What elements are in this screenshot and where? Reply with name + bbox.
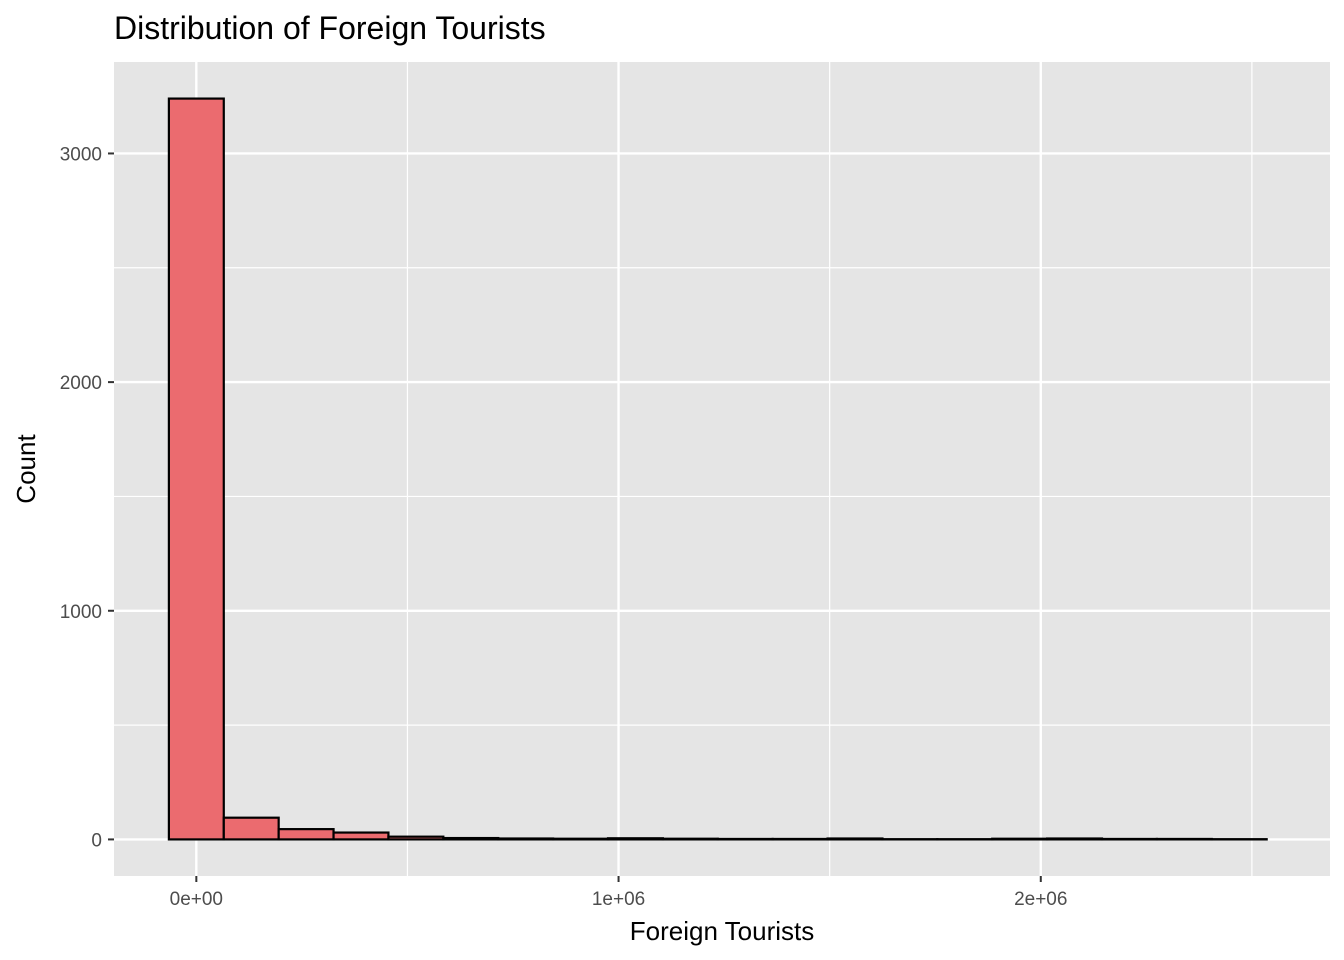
histogram-bar xyxy=(1046,837,1104,841)
y-tick-label: 3000 xyxy=(60,144,102,165)
histogram-bar xyxy=(661,837,719,841)
histogram-bar xyxy=(167,97,225,841)
histogram-bar xyxy=(387,835,445,841)
histogram-bar xyxy=(826,837,884,841)
bars xyxy=(167,97,1268,841)
y-tick-label: 0 xyxy=(91,830,102,851)
histogram-bar xyxy=(552,837,610,841)
histogram-bar xyxy=(442,836,500,841)
axes: 0 1000 2000 3000 0e+00 1e+06 2e+06 xyxy=(60,144,1068,910)
histogram-bar xyxy=(332,831,390,841)
y-tick-label: 1000 xyxy=(60,602,102,623)
x-tick-label: 1e+06 xyxy=(592,889,645,910)
x-axis-title: Foreign Tourists xyxy=(630,916,815,946)
histogram-bar xyxy=(222,816,280,841)
histogram-bar xyxy=(497,837,555,841)
x-tick-label: 0e+00 xyxy=(170,889,223,910)
x-tick-label: 2e+06 xyxy=(1014,889,1067,910)
y-axis-title: Count xyxy=(11,434,41,504)
plot-panel xyxy=(114,62,1330,876)
histogram-bar xyxy=(277,828,335,841)
histogram-bar xyxy=(991,837,1049,841)
y-tick-label: 2000 xyxy=(60,373,102,394)
histogram-bar xyxy=(606,837,664,841)
chart-title: Distribution of Foreign Tourists xyxy=(114,10,546,46)
